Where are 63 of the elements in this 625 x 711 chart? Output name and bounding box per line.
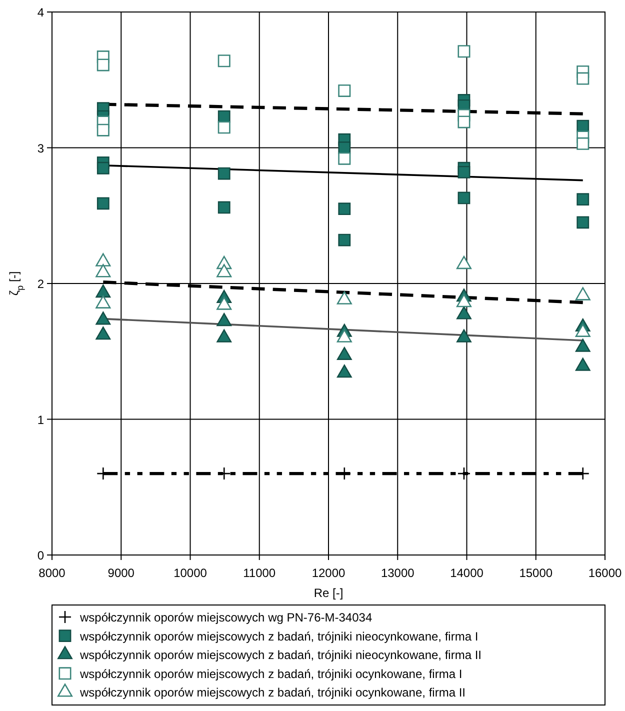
legend-label: współczynnik oporów miejscowych z badań, trójniki ocynkowane, firma I xyxy=(79,666,462,681)
point xyxy=(576,193,590,206)
point xyxy=(216,264,232,278)
y-tick-label: 3 xyxy=(37,141,44,156)
x-tick-label: 15000 xyxy=(519,566,553,580)
point xyxy=(575,338,590,352)
point xyxy=(576,216,590,229)
legend-label: współczynnik oporów miejscowych wg PN-76-M-34034 xyxy=(79,610,372,624)
y-tick-label: 4 xyxy=(37,6,44,20)
x-tick-label: 10000 xyxy=(174,566,208,580)
point xyxy=(338,84,351,97)
point xyxy=(338,142,351,154)
point xyxy=(96,295,111,308)
point xyxy=(576,137,590,150)
point xyxy=(456,294,472,308)
point xyxy=(216,329,232,342)
x-axis-title: Re [-] xyxy=(314,586,344,600)
y-tick-label: 2 xyxy=(37,277,44,291)
point xyxy=(458,166,470,178)
point xyxy=(336,291,352,304)
point xyxy=(96,124,110,136)
point xyxy=(338,152,351,165)
point xyxy=(336,364,352,378)
legend-label: współczynnik oporów miejscowych z badań, trójniki nieocynkowane, firma II xyxy=(79,648,482,662)
point xyxy=(216,312,232,326)
point xyxy=(96,312,111,325)
point xyxy=(218,201,230,214)
point xyxy=(456,306,472,320)
x-tick-label: 11000 xyxy=(243,566,276,580)
point xyxy=(456,256,472,270)
point xyxy=(96,253,111,266)
point xyxy=(96,162,110,174)
x-tick-label: 8000 xyxy=(38,566,66,580)
legend-label: współczynnik oporów miejscowych z badań, trójniki ocynkowane, firma II xyxy=(79,686,466,700)
point xyxy=(96,264,111,278)
point xyxy=(456,329,472,342)
point xyxy=(96,197,110,210)
point xyxy=(458,192,470,204)
point xyxy=(96,284,111,298)
point xyxy=(96,326,111,340)
point xyxy=(216,296,232,310)
point xyxy=(576,72,590,85)
x-tick-label: 13000 xyxy=(380,566,415,580)
point xyxy=(575,358,590,371)
y-tick-label: 1 xyxy=(37,412,44,427)
point xyxy=(218,54,230,68)
point xyxy=(218,167,230,180)
point xyxy=(458,116,470,128)
point xyxy=(96,58,110,72)
point xyxy=(575,287,590,300)
y-tick-label: 0 xyxy=(37,548,44,562)
point xyxy=(338,234,351,246)
point xyxy=(218,121,230,134)
legend-label: współczynnik oporów miejscowych z badań, trójniki nieocynkowane, firma I xyxy=(79,629,478,644)
x-tick-label: 14000 xyxy=(450,566,484,580)
point xyxy=(338,202,351,216)
point xyxy=(336,329,352,342)
x-tick-label: 16000 xyxy=(588,566,622,580)
point xyxy=(575,324,590,337)
x-tick-label: 12000 xyxy=(312,566,346,580)
point xyxy=(336,346,352,360)
x-tick-label: 9000 xyxy=(108,566,135,580)
point xyxy=(458,45,470,58)
